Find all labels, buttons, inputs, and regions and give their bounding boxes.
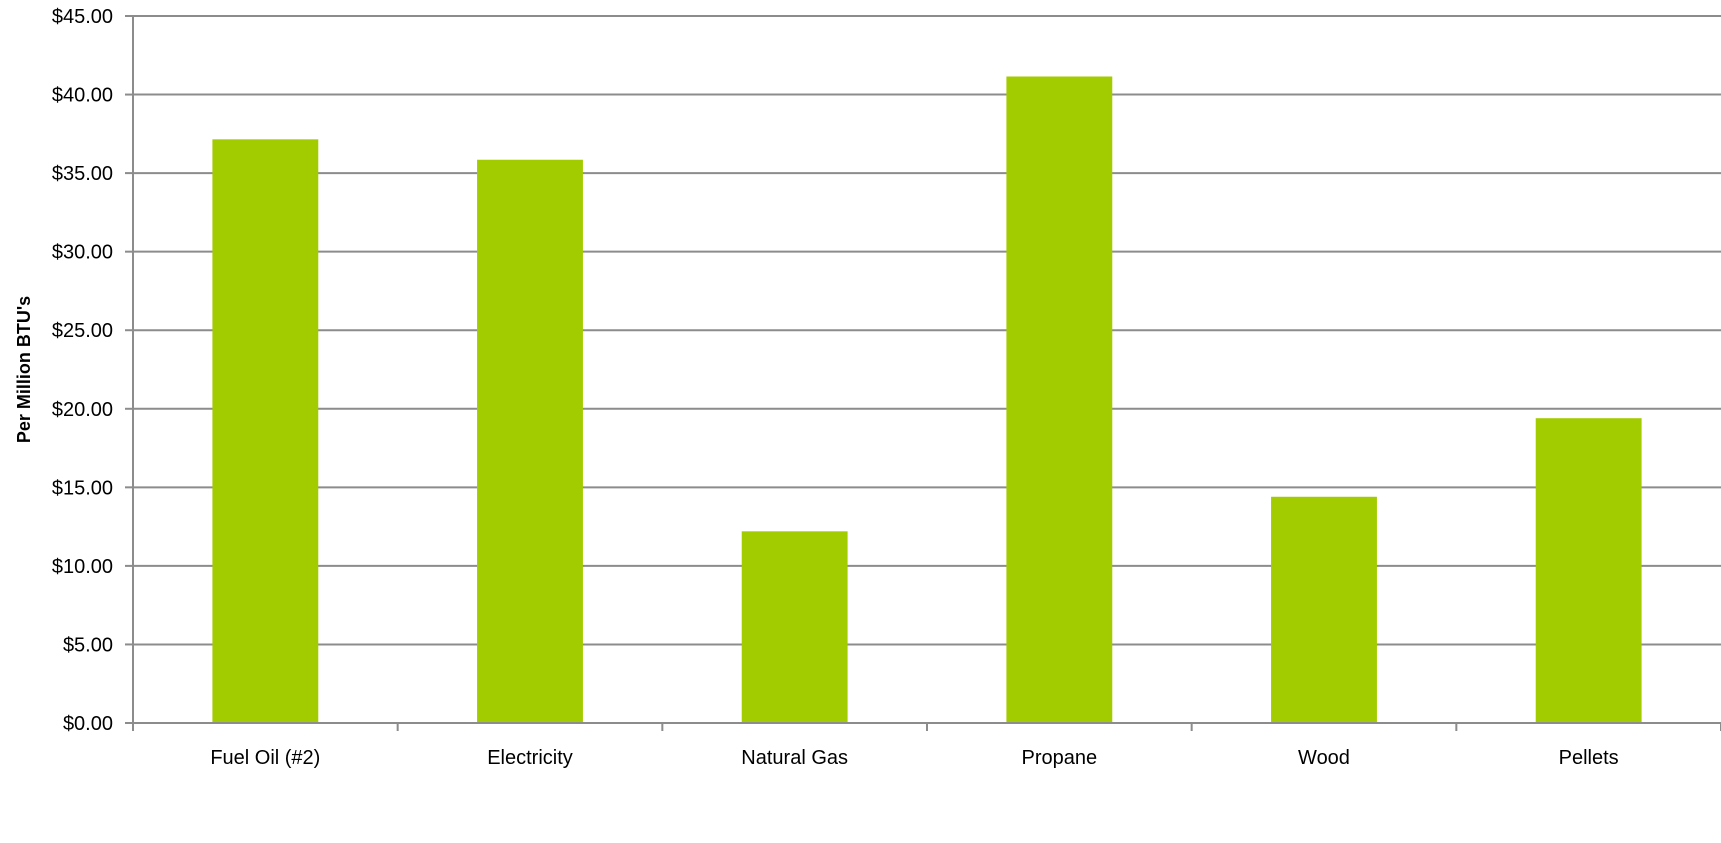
- x-tick-label: Fuel Oil (#2): [210, 747, 320, 769]
- y-tick-label: $45.00: [52, 6, 113, 28]
- bar: [741, 531, 848, 723]
- bar: [477, 159, 583, 724]
- y-tick-label: $0.00: [63, 713, 113, 735]
- y-tick-labels: $0.00 $5.00 $10.00 $15.00 $20.00 $25.00 $30.00…: [52, 6, 113, 735]
- y-tick-label: $25.00: [52, 320, 113, 342]
- y-tick-label: $40.00: [52, 85, 113, 107]
- x-tick-labels: Fuel Oil (#2) Electricity Natural Gas Propa…: [210, 747, 1618, 769]
- gridlines: [125, 15, 1721, 731]
- bar: [1271, 496, 1377, 723]
- y-axis-title: Per Million BTU's: [14, 296, 34, 443]
- bars: [212, 76, 1642, 724]
- x-tick-label: Electricity: [487, 747, 573, 769]
- y-tick-label: $30.00: [52, 242, 113, 264]
- x-tick-label: Pellets: [1559, 747, 1619, 769]
- axes: [132, 16, 1721, 724]
- bar: [1006, 76, 1113, 723]
- x-tick-label: Propane: [1022, 747, 1098, 769]
- y-tick-label: $20.00: [52, 399, 113, 421]
- y-tick-label: $15.00: [52, 477, 113, 499]
- y-tick-label: $35.00: [52, 163, 113, 185]
- bar: [212, 139, 319, 724]
- x-tick-label: Wood: [1298, 747, 1350, 769]
- x-tick-label: Natural Gas: [741, 747, 848, 769]
- bar: [1535, 418, 1642, 723]
- y-tick-label: $5.00: [63, 634, 113, 656]
- y-tick-label: $10.00: [52, 556, 113, 578]
